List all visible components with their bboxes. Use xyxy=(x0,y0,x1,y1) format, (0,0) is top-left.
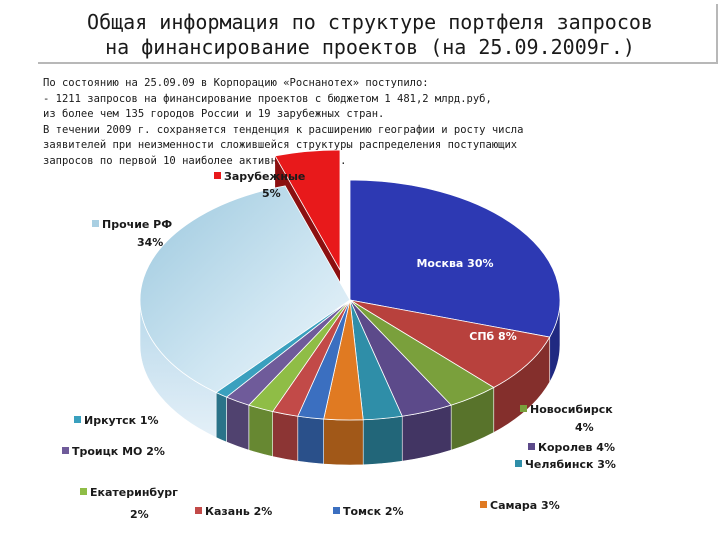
pie-side-9 xyxy=(226,396,250,451)
pie-side-7 xyxy=(272,411,299,462)
pie-labels: Москва 30% СПб 8% Зарубежные 5% Прочие РФ 34%… xyxy=(62,170,616,521)
info-line: - 1211 запросов на финансирование проект… xyxy=(43,92,492,105)
label-челябинск: Челябинск 3% xyxy=(525,458,616,471)
label-прочие-рф-swatch xyxy=(92,220,99,227)
label-spb: СПб 8% xyxy=(469,330,516,343)
info-text: По состоянию на 25.09.09 в Корпорацию «Р… xyxy=(43,76,663,169)
label-екатеринбург: Екатеринбург xyxy=(90,486,178,499)
pie-side-4 xyxy=(362,415,403,466)
label-зарубежные-value: 5% xyxy=(262,187,281,200)
label-самара: Самара 3% xyxy=(490,499,560,512)
info-line: В течении 2009 г. сохраняется тенденция … xyxy=(43,123,524,136)
label-иркутск: Иркутск 1% xyxy=(84,414,159,427)
label-новосибирск-swatch xyxy=(520,405,527,412)
title-frame xyxy=(38,4,718,64)
label-казань-swatch xyxy=(195,507,202,514)
label-прочие-рф: Прочие РФ xyxy=(102,218,172,231)
label-томск: Томск 2% xyxy=(343,505,404,518)
info-line: По состоянию на 25.09.09 в Корпорацию «Р… xyxy=(43,77,429,89)
label-зарубежные-swatch xyxy=(214,172,221,179)
pie-slice-зарубежные xyxy=(274,149,341,272)
page-title-line-1: Общая информация по структуре портфеля з… xyxy=(87,10,653,34)
pie-slice-москва xyxy=(349,179,561,338)
pie-slice-спб xyxy=(349,299,551,388)
label-казань: Казань 2% xyxy=(205,505,272,518)
info-line: из более чем 135 городов России и 19 зар… xyxy=(43,108,385,120)
pie-slice-прочие-рф xyxy=(139,185,351,393)
pie-side-8 xyxy=(248,404,273,457)
label-зарубежные: Зарубежные xyxy=(224,170,305,183)
pie-side-5 xyxy=(323,418,364,466)
info-line: заявителей при неизменности сложившейся … xyxy=(43,139,518,151)
page-title: Общая информация по структуре портфеля з… xyxy=(40,10,700,60)
label-троицк-мо: Троицк МО 2% xyxy=(72,445,165,458)
pie-tops xyxy=(139,149,561,421)
info-line: запросов по первой 10 наиболее активных … xyxy=(43,154,347,167)
label-троицк-мо-swatch xyxy=(62,447,69,454)
label-екатеринбург-swatch xyxy=(80,488,87,495)
label-moscow: Москва 30% xyxy=(416,257,493,270)
label-екатеринбург-value: 2% xyxy=(130,508,149,521)
label-иркутск-swatch xyxy=(74,416,81,423)
label-новосибирск: Новосибирск xyxy=(530,403,613,416)
label-самара-swatch xyxy=(480,501,487,508)
label-королев: Королев 4% xyxy=(538,441,615,454)
label-томск-swatch xyxy=(333,507,340,514)
pie-side-10 xyxy=(215,391,227,443)
label-новосибирск-value: 4% xyxy=(575,421,594,434)
label-челябинск-swatch xyxy=(515,460,522,467)
pie-side-6 xyxy=(297,415,324,465)
page-title-line-2: на финансирование проектов (на 25.09.200… xyxy=(105,35,635,59)
label-прочие-рф-value: 34% xyxy=(137,236,163,249)
label-королев-swatch xyxy=(528,443,535,450)
